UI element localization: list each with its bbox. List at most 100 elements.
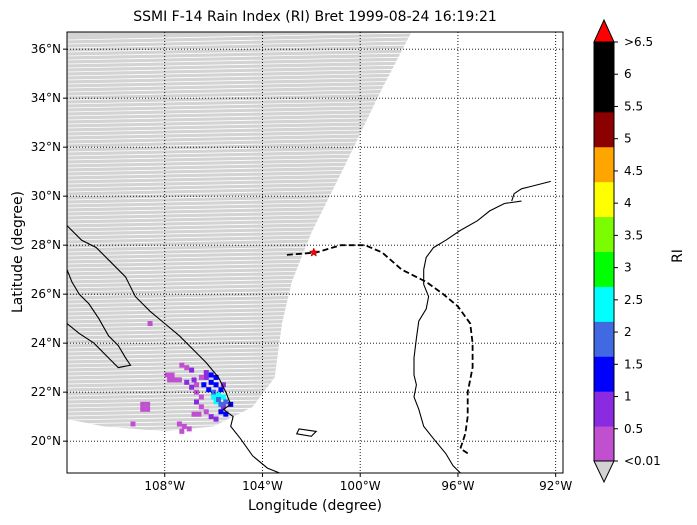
swath-scan-line xyxy=(67,421,563,433)
swath-scan-line xyxy=(67,285,563,297)
colorbar-bin xyxy=(594,181,614,218)
colorbar-bin xyxy=(594,76,614,113)
swath-scan-line xyxy=(67,445,563,457)
swath-scan-line xyxy=(67,381,563,393)
swath-scan-line xyxy=(67,161,563,173)
swath-scan-line xyxy=(67,237,563,249)
rain-pixel xyxy=(179,428,185,434)
rain-pixel xyxy=(145,406,151,412)
swath-scan-line xyxy=(67,409,563,421)
rain-pixel xyxy=(218,401,224,407)
swath-scan-line xyxy=(67,201,563,213)
swath-scan-line xyxy=(67,417,563,429)
colorbar-tick-label: 5 xyxy=(624,132,632,146)
rain-pixel xyxy=(198,374,204,380)
rain-pixel xyxy=(189,384,195,390)
swath-scan-line xyxy=(67,177,563,189)
x-tick-label: 108°W xyxy=(144,479,185,493)
rain-pixel xyxy=(223,411,229,417)
x-tick-label: 104°W xyxy=(242,479,283,493)
y-tick-label: 24°N xyxy=(31,336,61,350)
swath-scan-line xyxy=(67,69,563,81)
x-tick-label: 96°W xyxy=(441,479,474,493)
lake-outline xyxy=(295,428,318,437)
y-tick-label: 36°N xyxy=(31,42,61,56)
rain-pixel xyxy=(223,399,229,405)
swath-scan-line xyxy=(67,157,563,169)
y-tick-label: 22°N xyxy=(31,385,61,399)
swath-scan-line xyxy=(67,153,563,165)
swath-scan-line xyxy=(67,277,563,289)
swath-scan-line xyxy=(67,189,563,201)
colorbar-bin xyxy=(594,251,614,287)
swath-scan-line xyxy=(67,169,563,181)
swath-scan-line xyxy=(67,337,563,349)
rain-pixel xyxy=(172,377,178,383)
swath-scan-line xyxy=(67,357,563,369)
rain-pixel xyxy=(193,399,199,405)
pacific-coastline xyxy=(67,225,280,473)
colorbar-over-triangle xyxy=(593,18,615,43)
swath-scan-line xyxy=(67,233,563,245)
rain-pixel xyxy=(179,362,185,368)
swath-scan-line xyxy=(67,373,563,385)
rain-pixel xyxy=(167,377,173,383)
swath-scan-line xyxy=(67,121,563,133)
rain-pixel xyxy=(130,421,136,427)
colorbar-label: RI xyxy=(670,249,686,263)
swath-scan-line xyxy=(67,33,563,45)
swath-scan-line xyxy=(67,361,563,373)
longitude-ticks: 108°W 104°W 100°W 96°W 92°W xyxy=(144,473,572,493)
swath-scan-line xyxy=(67,173,563,185)
colorbar-tick-label: 4.5 xyxy=(624,164,643,178)
swath-scan-line xyxy=(67,65,563,77)
rain-index-pixels xyxy=(130,321,234,434)
swath-scan-line xyxy=(67,253,563,265)
rain-pixel xyxy=(218,387,224,393)
swath-scan-line xyxy=(67,221,563,233)
rain-pixel xyxy=(191,411,197,417)
swath-scan-line xyxy=(67,49,563,61)
swath-scan-line xyxy=(67,341,563,353)
satellite-swath xyxy=(67,32,412,432)
colorbar-tick-label: 6 xyxy=(624,67,632,81)
swath-scan-line xyxy=(67,41,563,53)
swath-scan-line xyxy=(67,209,563,221)
colorbar-bin xyxy=(594,146,614,183)
colorbar-tick-label: >6.5 xyxy=(624,35,653,49)
swath-scan-line xyxy=(67,353,563,365)
rain-pixel xyxy=(215,397,221,402)
hurricane-track xyxy=(286,244,474,455)
swath-scan-line xyxy=(67,32,484,41)
swath-scan-line xyxy=(67,329,563,341)
colorbar-tick-label: 0.5 xyxy=(624,422,643,436)
swath-scan-line xyxy=(67,257,563,269)
rain-pixel xyxy=(176,377,182,383)
swath-scan-line xyxy=(67,197,563,209)
plot-frame xyxy=(66,31,564,474)
swath-scan-line xyxy=(67,297,563,309)
baja-coastline xyxy=(67,269,132,369)
swath-scan-line xyxy=(67,149,563,161)
swath-scan-line xyxy=(67,377,563,389)
swath-scan-line xyxy=(67,105,563,117)
colorbar-tick-label: 1 xyxy=(624,390,632,404)
latitude-ticks: 20°N 22°N 24°N 26°N 28°N 30°N 32°N 34°N 36°N xyxy=(31,42,67,448)
rain-pixel xyxy=(218,409,224,415)
swath-scan-line xyxy=(67,437,563,449)
rain-pixel xyxy=(206,387,212,393)
map-plot-area xyxy=(67,32,563,473)
colorbar-bin xyxy=(594,286,614,322)
rain-pixel xyxy=(198,394,204,400)
swath-scan-line xyxy=(67,53,563,65)
swath-scan-line xyxy=(67,441,563,453)
swath-scan-line xyxy=(67,281,563,293)
rain-pixel xyxy=(140,401,146,407)
swath-scan-line xyxy=(67,125,563,137)
swath-scan-line xyxy=(67,269,563,281)
x-axis-label: Longitude (degree) xyxy=(248,498,382,514)
x-tick-label: 92°W xyxy=(539,479,572,493)
swath-scan-line xyxy=(67,433,563,445)
colorbar-tick-label: 3 xyxy=(624,261,632,275)
swath-scan-line xyxy=(67,321,563,333)
